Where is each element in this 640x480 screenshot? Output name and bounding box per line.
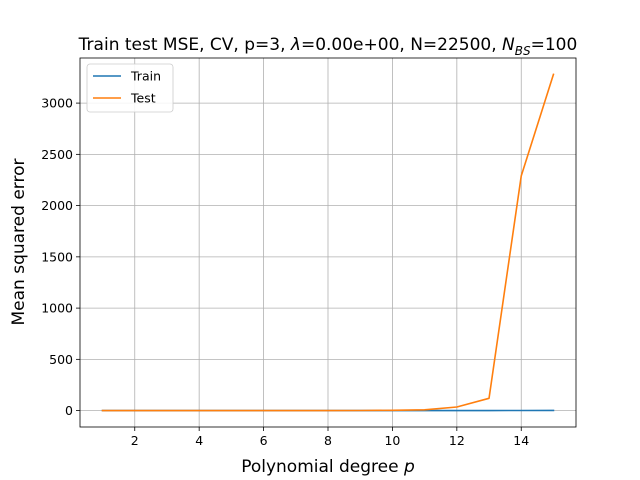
x-tick-label: 4: [195, 433, 203, 448]
x-tick-label: 10: [384, 433, 400, 448]
x-tick-label: 2: [131, 433, 139, 448]
y-tick-label: 0: [65, 403, 73, 418]
legend-label-train: Train: [130, 69, 161, 84]
y-axis-ticks: 0 500 1000 1500 2000 2500 3000: [41, 96, 80, 418]
series-line-test: [101, 73, 555, 412]
x-tick-label: 14: [513, 433, 529, 448]
title-main: Train test MSE, CV, p=3,: [78, 35, 291, 55]
x-axis-label-symbol: p: [403, 457, 415, 477]
y-axis-label: Mean squared error: [9, 159, 29, 326]
y-tick-label: 2000: [41, 198, 73, 213]
title-lambda-symbol: λ: [290, 35, 301, 55]
legend-label-test: Test: [130, 91, 156, 106]
series-layer: [101, 73, 555, 412]
title-lambda-value: =0.00e+00, N=22500,: [301, 35, 502, 55]
title-nbs-symbol: N: [502, 35, 515, 55]
x-axis-ticks: 2 4 6 8 10 12 14: [131, 427, 529, 448]
x-tick-label: 6: [260, 433, 268, 448]
y-tick-label: 3000: [41, 96, 73, 111]
x-axis-label-text: Polynomial degree: [241, 457, 404, 477]
y-tick-label: 1000: [41, 301, 73, 316]
x-tick-label: 12: [449, 433, 465, 448]
legend: Train Test: [86, 63, 174, 113]
y-tick-label: 500: [49, 352, 73, 367]
chart-title: Train test MSE, CV, p=3, λ=0.00e+00, N=2…: [78, 35, 578, 58]
title-nbs-subscript: BS: [515, 44, 531, 58]
x-tick-label: 8: [324, 433, 332, 448]
x-axis-label: Polynomial degree p: [241, 457, 415, 477]
y-tick-label: 2500: [41, 147, 73, 162]
y-tick-label: 1500: [41, 249, 73, 264]
title-nbs-value: =100: [531, 35, 578, 55]
